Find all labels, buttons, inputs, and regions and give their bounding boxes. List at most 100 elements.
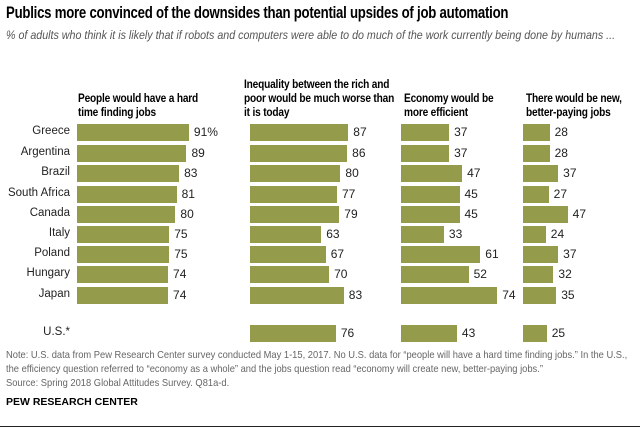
bar bbox=[401, 325, 457, 342]
data-label: 79 bbox=[344, 207, 358, 221]
credit: PEW RESEARCH CENTER bbox=[6, 396, 138, 408]
data-label: 24 bbox=[550, 227, 565, 241]
bar bbox=[401, 165, 463, 182]
data-label: 74 bbox=[502, 288, 516, 302]
bar bbox=[77, 266, 169, 283]
category-label: Argentina bbox=[20, 146, 70, 158]
bar bbox=[250, 266, 330, 283]
bar bbox=[523, 206, 568, 223]
data-label: 81 bbox=[181, 187, 195, 201]
bar bbox=[523, 145, 550, 162]
data-label: 91% bbox=[193, 125, 218, 139]
chart-note: Note: U.S. data from Pew Research Center… bbox=[6, 348, 633, 390]
data-label: 37 bbox=[563, 247, 577, 261]
bar bbox=[401, 186, 460, 203]
bar bbox=[250, 186, 337, 203]
bar bbox=[401, 226, 444, 243]
data-label: 80 bbox=[345, 166, 359, 180]
data-label: 37 bbox=[454, 125, 468, 139]
category-label: South Africa bbox=[7, 187, 70, 199]
bar bbox=[523, 226, 546, 243]
bar bbox=[77, 124, 189, 141]
category-label: Greece bbox=[32, 125, 70, 137]
data-label: 35 bbox=[561, 288, 575, 302]
panel-header-inequality: Inequality between the rich and poor wou… bbox=[244, 79, 395, 119]
category-label: Poland bbox=[34, 247, 70, 259]
category-label: Japan bbox=[38, 288, 70, 300]
category-label: Canada bbox=[29, 207, 70, 219]
bar bbox=[523, 186, 549, 203]
data-label: 75 bbox=[174, 227, 188, 241]
bar bbox=[523, 165, 559, 182]
data-label: 33 bbox=[448, 227, 463, 241]
data-label: 32 bbox=[558, 267, 572, 281]
data-label: 37 bbox=[563, 166, 577, 180]
panel-header-new-jobs: There would be new, better-paying jobs bbox=[526, 93, 622, 119]
note-text: Note: U.S. data from Pew Research Center… bbox=[6, 349, 628, 375]
data-label: 77 bbox=[342, 187, 356, 201]
data-label: 27 bbox=[553, 187, 567, 201]
category-label: Hungary bbox=[26, 267, 70, 279]
bar bbox=[250, 145, 348, 162]
chart-subtitle: % of adults who think it is likely that … bbox=[6, 28, 616, 42]
bar bbox=[77, 145, 187, 162]
data-label: 74 bbox=[173, 288, 187, 302]
data-label: 37 bbox=[454, 146, 468, 160]
data-label: 89 bbox=[191, 146, 205, 160]
data-label: 76 bbox=[340, 326, 355, 340]
bar bbox=[523, 325, 547, 342]
data-label: 87 bbox=[353, 125, 367, 139]
data-label: 83 bbox=[184, 166, 198, 180]
bar bbox=[77, 206, 176, 223]
data-label: 47 bbox=[572, 207, 586, 221]
data-label: 74 bbox=[173, 267, 187, 281]
data-label: 28 bbox=[554, 125, 568, 139]
bar bbox=[523, 287, 557, 304]
data-label: 45 bbox=[464, 187, 478, 201]
bar bbox=[401, 266, 469, 283]
chart-title: Publics more convinced of the downsides … bbox=[6, 4, 509, 22]
data-label: 25 bbox=[551, 326, 566, 340]
bar bbox=[77, 165, 180, 182]
bar bbox=[250, 124, 349, 141]
source-text: Source: Spring 2018 Global Attitudes Sur… bbox=[6, 377, 230, 389]
data-label: 80 bbox=[180, 207, 194, 221]
data-label: 47 bbox=[467, 166, 481, 180]
data-label: 43 bbox=[461, 326, 476, 340]
bar bbox=[250, 206, 340, 223]
bottom-rule bbox=[0, 426, 640, 427]
category-label: Italy bbox=[48, 227, 70, 239]
data-label: 67 bbox=[330, 247, 345, 261]
footer: Note: U.S. data from Pew Research Center… bbox=[6, 348, 634, 408]
panel-header-efficient: Economy would be more efficient bbox=[404, 93, 494, 119]
bar bbox=[250, 165, 341, 182]
data-label: 75 bbox=[174, 247, 188, 261]
panel-header-jobs-hard: People would have a hard time finding jo… bbox=[78, 93, 199, 119]
bar bbox=[77, 287, 169, 304]
data-label: 86 bbox=[352, 146, 366, 160]
data-label: 52 bbox=[473, 267, 487, 281]
category-label: Brazil bbox=[41, 166, 70, 178]
category-label: U.S.* bbox=[43, 326, 70, 338]
data-label: 61 bbox=[485, 247, 499, 261]
bar bbox=[401, 145, 450, 162]
bar bbox=[250, 246, 326, 263]
bar bbox=[523, 124, 550, 141]
bar bbox=[77, 226, 170, 243]
data-label: 63 bbox=[326, 227, 340, 241]
bar bbox=[401, 287, 498, 304]
bar bbox=[523, 246, 559, 263]
bar bbox=[523, 266, 554, 283]
data-label: 45 bbox=[464, 207, 478, 221]
bar bbox=[401, 246, 481, 263]
bar bbox=[401, 124, 450, 141]
bar bbox=[250, 287, 344, 304]
data-label: 70 bbox=[334, 267, 348, 281]
data-label: 83 bbox=[348, 288, 363, 302]
data-label: 28 bbox=[554, 146, 568, 160]
bar bbox=[250, 226, 322, 243]
bar bbox=[250, 325, 336, 342]
bar bbox=[77, 186, 177, 203]
bar bbox=[401, 206, 460, 223]
